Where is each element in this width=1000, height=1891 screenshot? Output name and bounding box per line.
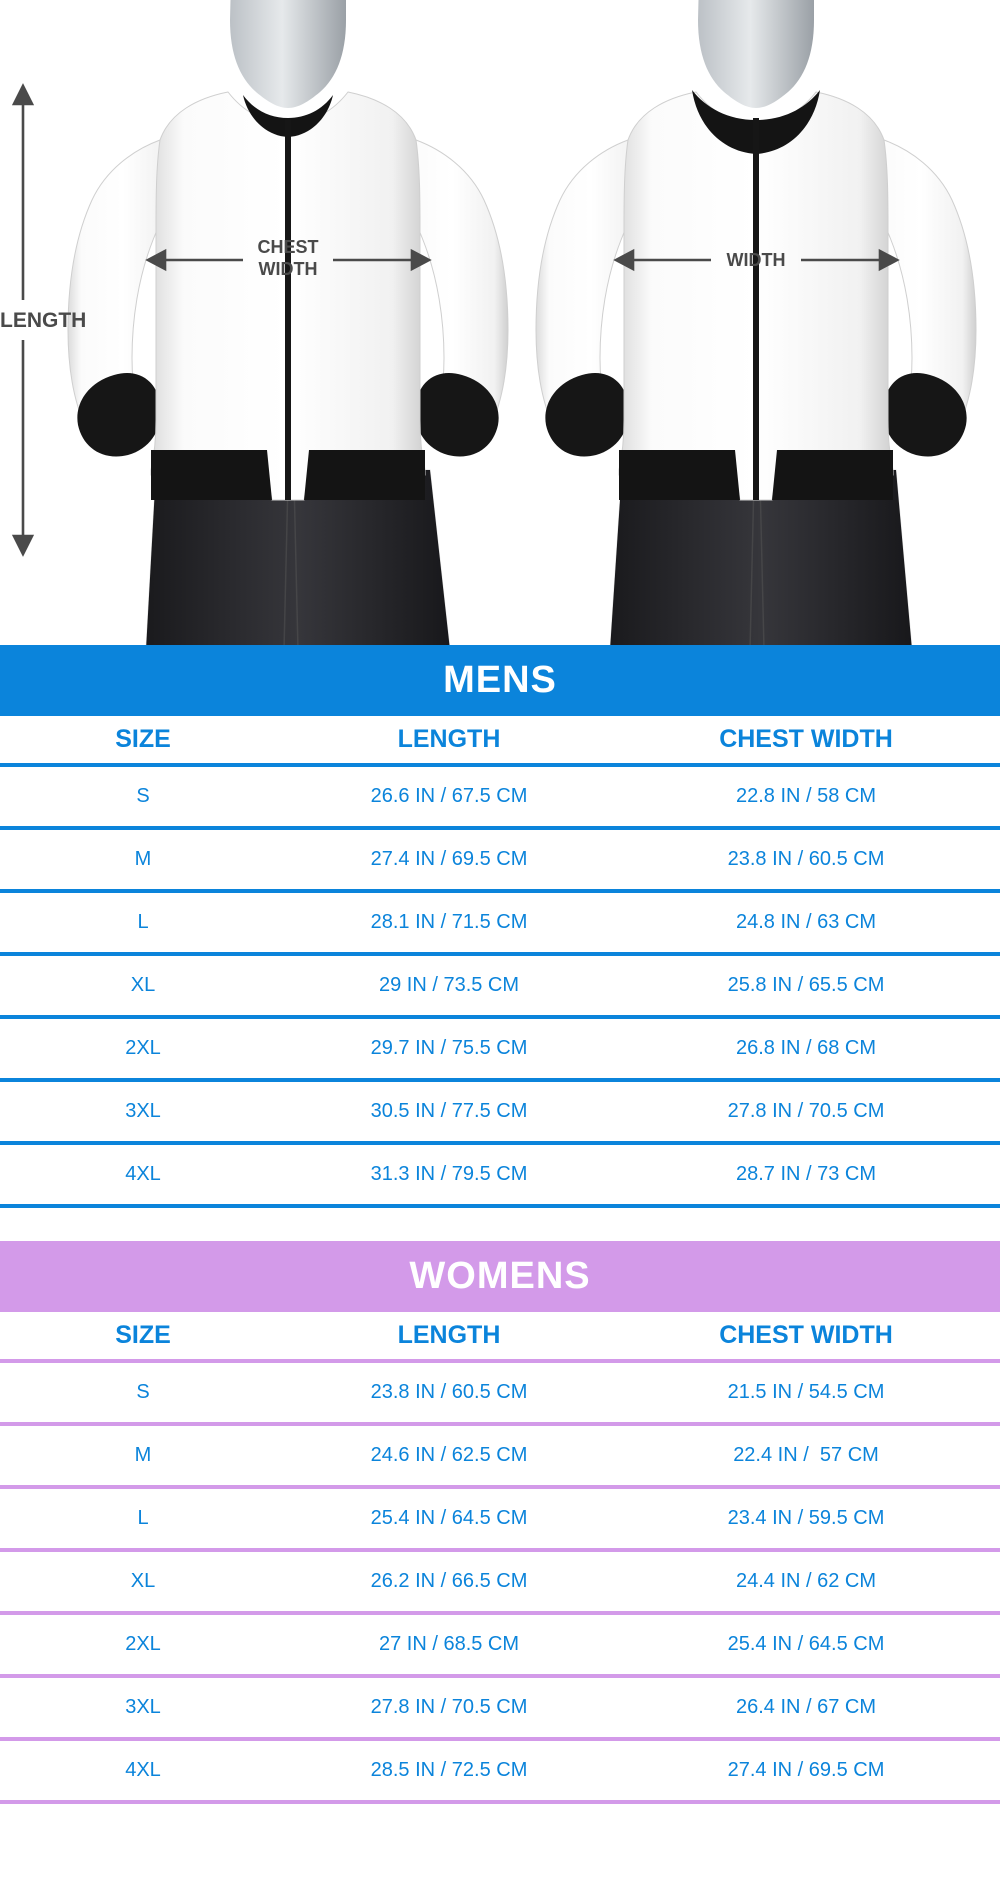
- svg-text:CHEST: CHEST: [257, 237, 318, 257]
- svg-text:WIDTH: WIDTH: [727, 250, 786, 270]
- svg-text:WIDTH: WIDTH: [259, 259, 318, 279]
- svg-text:LENGTH: LENGTH: [0, 309, 86, 332]
